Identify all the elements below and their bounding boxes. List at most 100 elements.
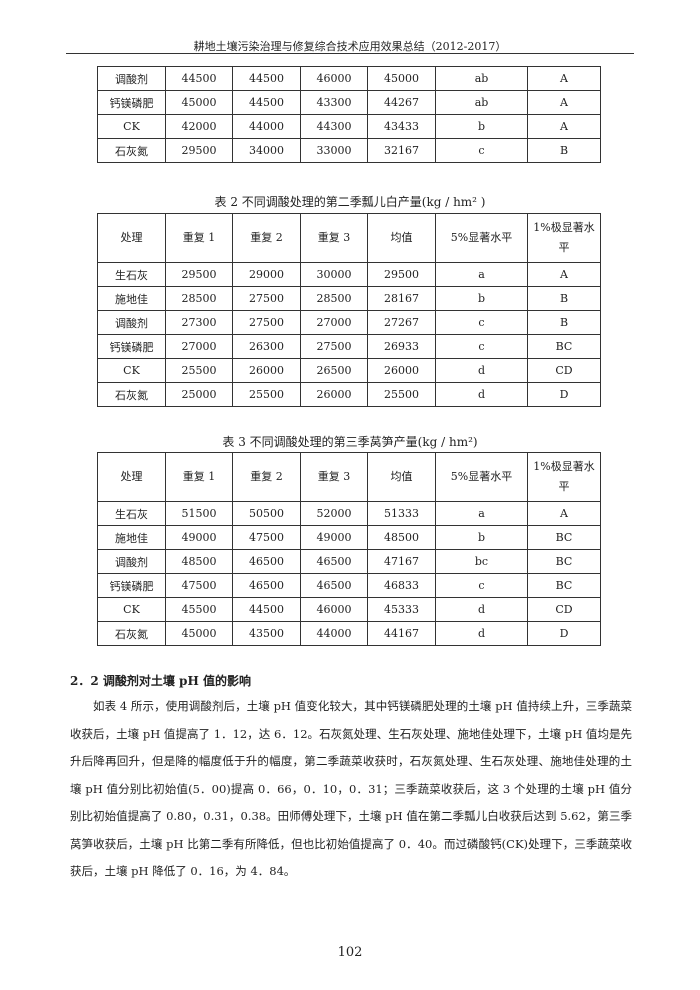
table-cell: 47167 (367, 549, 436, 574)
table-cell: 44267 (367, 90, 436, 115)
table-cell: c (435, 310, 528, 335)
table-cell: 26000 (300, 382, 368, 407)
table-cell: 27000 (165, 334, 233, 359)
table-cell: 施地佳 (97, 286, 166, 311)
table-cell: B (527, 138, 601, 163)
table-cell: 46500 (232, 549, 301, 574)
table-cell: d (435, 597, 528, 622)
table-cell: 29500 (165, 138, 233, 163)
table-cell: CD (527, 358, 601, 383)
table-cell: A (527, 262, 601, 287)
table-cell: 48500 (367, 525, 436, 550)
table-cell: 33000 (300, 138, 368, 163)
table-cell: 25500 (367, 382, 436, 407)
table-row: 调酸剂 27300 27500 27000 27267 c B (97, 310, 601, 335)
table-cell: 44500 (165, 66, 233, 91)
running-header: 耕地土壤污染治理与修复综合技术应用效果总结（2012-2017） (193, 40, 507, 53)
table-cell: 30000 (300, 262, 368, 287)
table-row: 调酸剂 48500 46500 46500 47167 bc BC (97, 549, 601, 574)
table-cell: B (527, 286, 601, 311)
table-2-caption: 表 2 不同调酸处理的第二季瓢儿白产量(kg / hm² ) (214, 195, 486, 209)
table-cell: 49000 (300, 525, 368, 550)
table-cell: 51333 (367, 501, 436, 526)
table-cell: 42000 (165, 114, 233, 139)
table-row: 施地佳 49000 47500 49000 48500 b BC (97, 525, 601, 550)
column-header: 1%极显著水平 (527, 452, 601, 502)
table-row: CK 45500 44500 46000 45333 d CD (97, 597, 601, 622)
table-cell: 45000 (165, 90, 233, 115)
table-cell: d (435, 358, 528, 383)
table-cell: CD (527, 597, 601, 622)
table-row: 施地佳 28500 27500 28500 28167 b B (97, 286, 601, 311)
table-cell: 49000 (165, 525, 233, 550)
table-row: CK 25500 26000 26500 26000 d CD (97, 358, 601, 383)
table-cell: 调酸剂 (97, 66, 166, 91)
column-header: 均值 (367, 213, 436, 263)
table-cell: 钙镁磷肥 (97, 573, 166, 598)
table-cell: 45500 (165, 597, 233, 622)
table-cell: 26000 (232, 358, 301, 383)
table-cell: a (435, 262, 528, 287)
column-header: 1%极显著水平 (527, 213, 601, 263)
table-cell: bc (435, 549, 528, 574)
table-cell: ab (435, 90, 528, 115)
table-cell: BC (527, 525, 601, 550)
table-row: 石灰氮 45000 43500 44000 44167 d D (97, 621, 601, 646)
table-cell: D (527, 382, 601, 407)
table-cell: 27267 (367, 310, 436, 335)
table-cell: 石灰氮 (97, 621, 166, 646)
table-cell: 29000 (232, 262, 301, 287)
table-cell: 钙镁磷肥 (97, 90, 166, 115)
table-3: 处理 重复 1 重复 2 重复 3 均值 5%显著水平 1%极显著水平 生石灰 51500 505… (97, 452, 601, 646)
column-header: 重复 2 (232, 452, 301, 502)
table-cell: 51500 (165, 501, 233, 526)
header-rule (66, 53, 634, 54)
table-cell: 46000 (300, 597, 368, 622)
table-cell: 26000 (367, 358, 436, 383)
table-cell: 46833 (367, 573, 436, 598)
table-cell: 46500 (300, 549, 368, 574)
table-cell: 石灰氮 (97, 382, 166, 407)
table-cell: 44500 (232, 597, 301, 622)
table-cell: d (435, 621, 528, 646)
table-cell: 生石灰 (97, 262, 166, 287)
table-cell: 46500 (300, 573, 368, 598)
table-cell: A (527, 90, 601, 115)
column-header: 5%显著水平 (435, 213, 528, 263)
table-cell: 44300 (300, 114, 368, 139)
table-header-row: 处理 重复 1 重复 2 重复 3 均值 5%显著水平 1%极显著水平 (97, 213, 601, 263)
table-cell: 45000 (165, 621, 233, 646)
table-row: 生石灰 51500 50500 52000 51333 a A (97, 501, 601, 526)
table-row: CK 42000 44000 44300 43433 b A (97, 114, 601, 139)
table-cell: 调酸剂 (97, 549, 166, 574)
table-row: 石灰氮 25000 25500 26000 25500 d D (97, 382, 601, 407)
table-cell: 29500 (165, 262, 233, 287)
body-paragraph: 如表 4 所示，使用调酸剂后，土壤 pH 值变化较大，其中钙镁磷肥处理的土壤 p… (70, 699, 632, 878)
table-cell: 石灰氮 (97, 138, 166, 163)
table-cell: 46500 (232, 573, 301, 598)
table-cell: 29500 (367, 262, 436, 287)
table-cell: 45333 (367, 597, 436, 622)
table-cell: 47500 (232, 525, 301, 550)
table-2: 处理 重复 1 重复 2 重复 3 均值 5%显著水平 1%极显著水平 生石灰 29500 290… (97, 213, 601, 407)
table-cell: 25500 (232, 382, 301, 407)
table-1-continued: 调酸剂 44500 44500 46000 45000 ab A 钙镁磷肥 45000 44500… (97, 66, 601, 163)
table-cell: 27300 (165, 310, 233, 335)
table-cell: 施地佳 (97, 525, 166, 550)
table-cell: 26300 (232, 334, 301, 359)
table-cell: 48500 (165, 549, 233, 574)
table-cell: BC (527, 573, 601, 598)
table-cell: b (435, 286, 528, 311)
table-cell: c (435, 138, 528, 163)
table-cell: 44000 (232, 114, 301, 139)
table-cell: 25000 (165, 382, 233, 407)
table-cell: 27000 (300, 310, 368, 335)
column-header: 重复 1 (165, 452, 233, 502)
table-cell: 26933 (367, 334, 436, 359)
table-cell: 26500 (300, 358, 368, 383)
table-row: 钙镁磷肥 47500 46500 46500 46833 c BC (97, 573, 601, 598)
table-3-caption: 表 3 不同调酸处理的第三季莴笋产量(kg / hm²) (222, 435, 478, 449)
table-cell: c (435, 573, 528, 598)
table-header-row: 处理 重复 1 重复 2 重复 3 均值 5%显著水平 1%极显著水平 (97, 452, 601, 502)
table-cell: B (527, 310, 601, 335)
